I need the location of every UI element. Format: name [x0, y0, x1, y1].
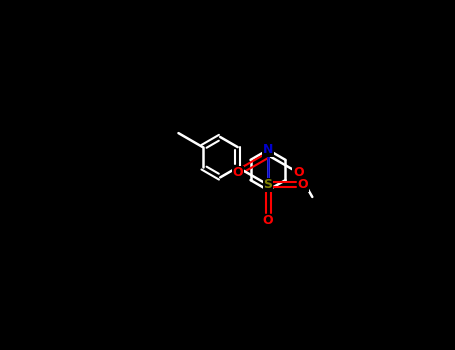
- Text: N: N: [263, 143, 273, 156]
- Text: S: S: [263, 178, 273, 191]
- Text: O: O: [298, 178, 308, 191]
- Text: O: O: [293, 166, 303, 179]
- Text: O: O: [263, 214, 273, 227]
- Text: O: O: [233, 166, 243, 179]
